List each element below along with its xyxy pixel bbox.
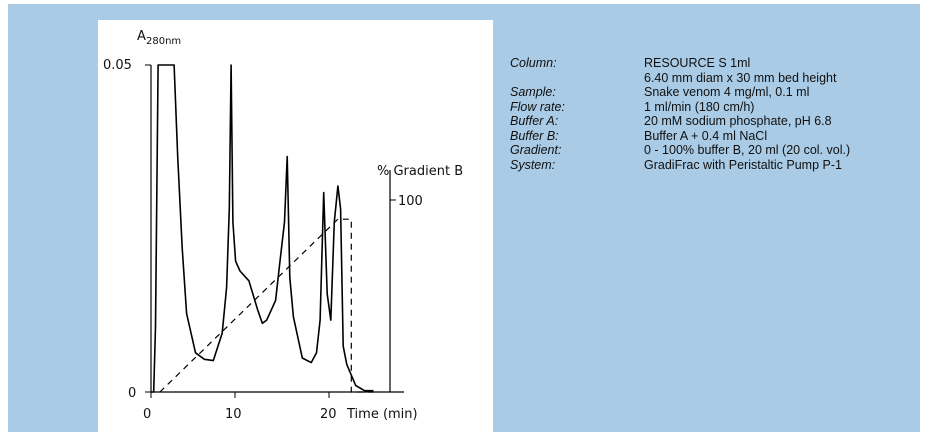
info-value: 0 - 100% buffer B, 20 ml (20 col. vol.) [644,143,851,157]
info-value: RESOURCE S 1ml [644,56,751,70]
right-tick-label-100: 100 [398,194,423,209]
info-value: 20 mM sodium phosphate, pH 6.8 [644,114,832,128]
y-tick-label-bottom: 0 [128,386,136,401]
absorbance-trace [151,64,374,393]
right-axis-label: % Gradient B [377,164,463,179]
info-value: 1 ml/min (180 cm/h) [644,99,755,114]
y-axis-label-subscript: 280nm [146,36,181,47]
info-row-column: Column: RESOURCE S 1ml 6.40 mm diam x 30… [510,56,850,85]
y-axis-label: A [137,29,146,44]
info-value-group: RESOURCE S 1ml 6.40 mm diam x 30 mm bed … [644,56,836,85]
chromatogram-chart: A 280nm 0.05 0 0 10 20 Time (min) % Grad… [103,29,463,422]
chart-area: A 280nm 0.05 0 0 10 20 Time (min) % Grad… [98,20,493,432]
info-value: Snake venom 4 mg/ml, 0.1 ml [644,85,810,99]
method-info: Column: RESOURCE S 1ml 6.40 mm diam x 30… [510,56,850,172]
info-row-system: System: GradiFrac with Peristaltic Pump … [510,158,850,173]
x-tick-label-20: 20 [320,407,337,422]
info-label: Gradient: [510,143,562,157]
info-value: 6.40 mm diam x 30 mm bed height [644,70,837,85]
info-row-buffer-a: Buffer A: 20 mM sodium phosphate, pH 6.8 [510,114,850,129]
info-value: GradiFrac with Peristaltic Pump P-1 [644,157,842,172]
x-tick-label-0: 0 [143,407,151,422]
info-label: System: [510,157,556,172]
gradient-trace [159,218,374,393]
x-tick-label-10: 10 [225,407,242,422]
info-value: Buffer A + 0.4 ml NaCl [644,128,768,143]
info-label: Buffer B: [510,128,559,143]
info-label: Buffer A: [510,114,559,128]
info-label: Column: [510,56,557,70]
info-label: Sample: [510,85,556,99]
x-axis-label: Time (min) [346,407,418,422]
y-tick-label-top: 0.05 [103,58,132,73]
info-label: Flow rate: [510,99,565,114]
info-row-sample: Sample: Snake venom 4 mg/ml, 0.1 ml [510,85,850,100]
info-row-flow-rate: Flow rate: 1 ml/min (180 cm/h) [510,100,850,115]
info-row-gradient: Gradient: 0 - 100% buffer B, 20 ml (20 c… [510,143,850,158]
info-row-buffer-b: Buffer B: Buffer A + 0.4 ml NaCl [510,129,850,144]
